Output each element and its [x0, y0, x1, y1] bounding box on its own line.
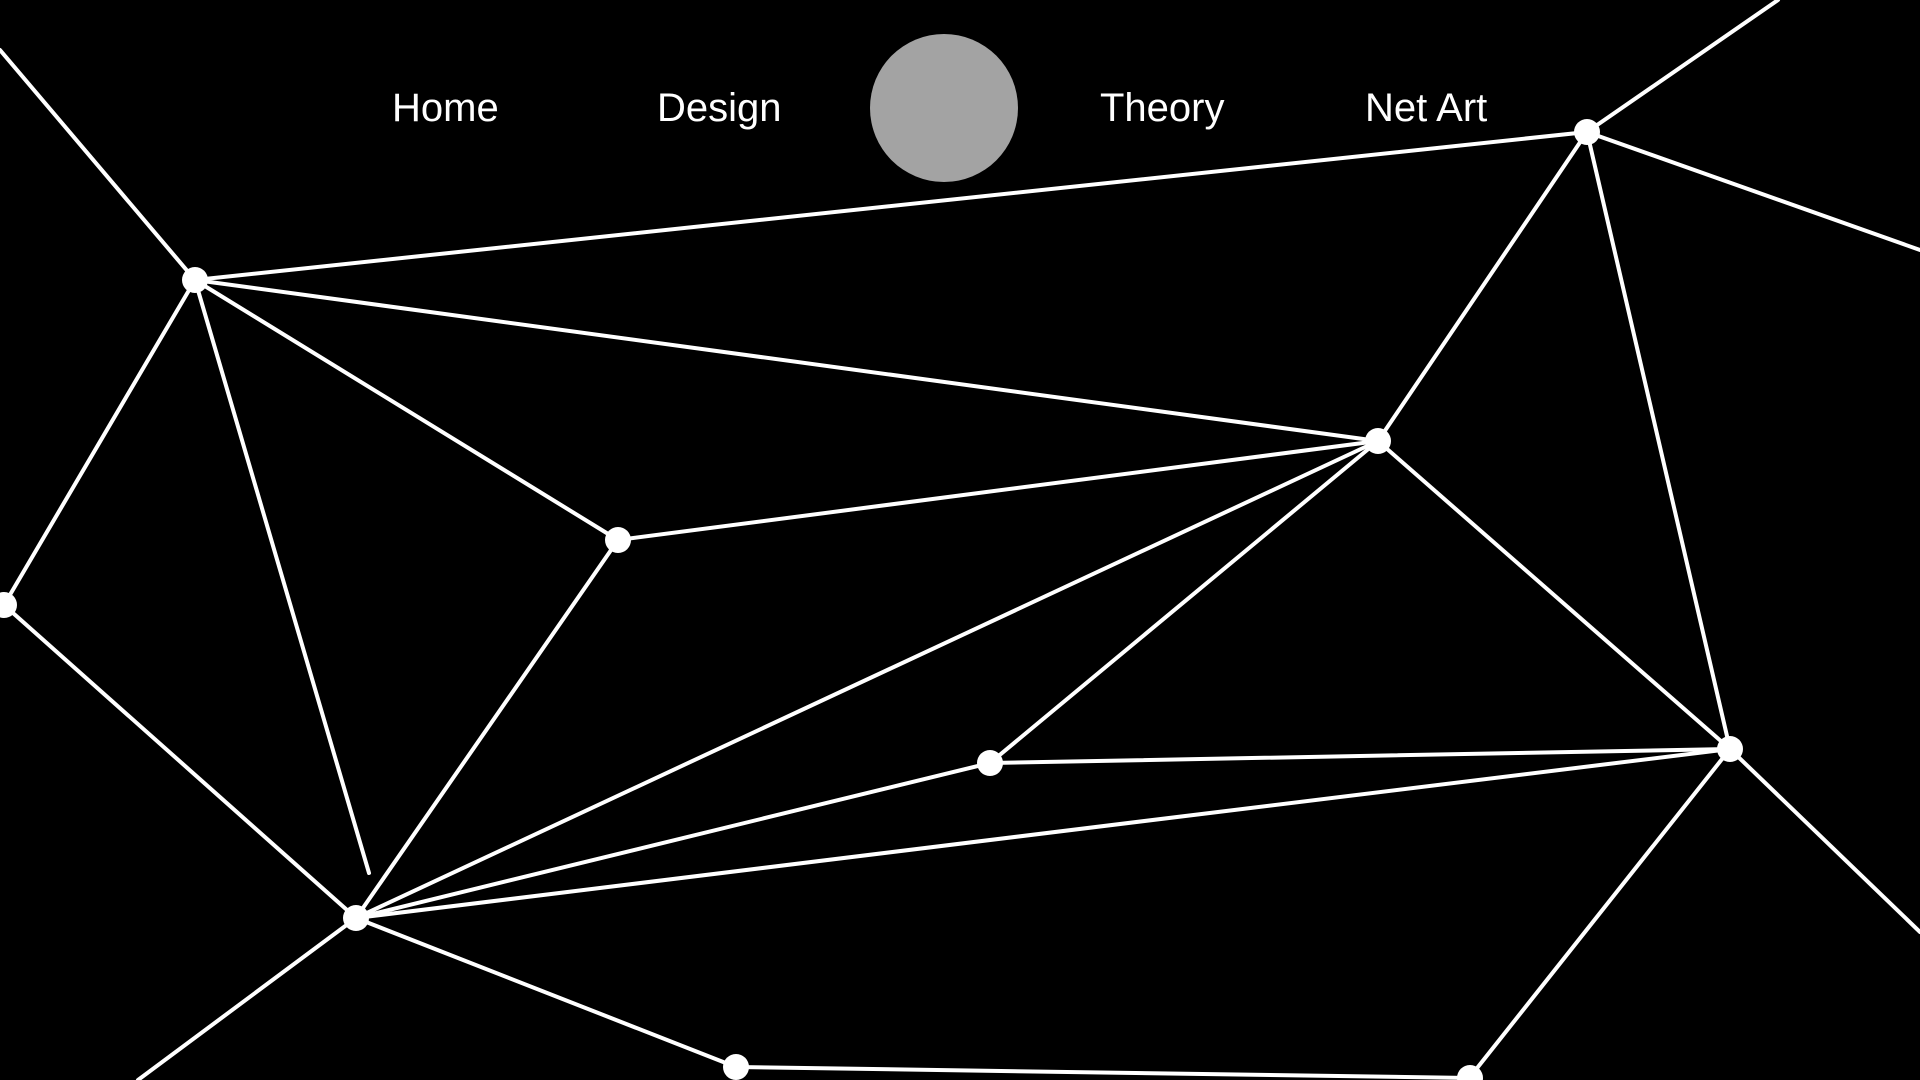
network-edge: [354, 538, 620, 920]
network-edge: [988, 439, 1380, 765]
network-node: [605, 527, 631, 553]
network-edge: [1376, 439, 1732, 751]
network-edge: [1585, 0, 1780, 134]
nav-link-home[interactable]: Home: [392, 86, 499, 130]
network-edge: [193, 130, 1589, 282]
network-node: [1717, 736, 1743, 762]
network-edge: [1585, 130, 1732, 751]
network-edge: [1728, 747, 1920, 934]
network-node: [343, 905, 369, 931]
network-edge: [616, 439, 1380, 542]
network-node: [1574, 119, 1600, 145]
network-edge: [1376, 130, 1589, 443]
network-node: [1365, 428, 1391, 454]
network-node: [1457, 1065, 1483, 1080]
network-edge: [0, 48, 197, 282]
network-edge: [354, 439, 1380, 920]
network-edge: [136, 916, 358, 1080]
network-edge: [2, 603, 358, 920]
network-edge: [2, 278, 197, 607]
network-edge: [354, 761, 992, 920]
network-edge: [193, 278, 1380, 443]
logo-circle[interactable]: [870, 34, 1018, 182]
network-node: [0, 592, 17, 618]
network-edge: [354, 747, 1732, 920]
network-nodes: [0, 119, 1743, 1080]
network-edge: [193, 278, 620, 542]
network-node: [723, 1054, 749, 1080]
network-edge: [734, 1065, 1472, 1080]
network-edge: [1468, 747, 1732, 1079]
network-node: [977, 750, 1003, 776]
network-edge: [1585, 130, 1920, 252]
network-edge: [354, 916, 738, 1069]
nav-link-theory[interactable]: Theory: [1100, 86, 1225, 130]
network-node: [182, 267, 208, 293]
network-edge: [988, 747, 1732, 765]
nav-link-net-art[interactable]: Net Art: [1365, 86, 1488, 130]
network-edge: [193, 278, 371, 875]
main-navigation: Home Design Theory Net Art: [0, 0, 1920, 220]
nav-link-design[interactable]: Design: [657, 86, 782, 130]
